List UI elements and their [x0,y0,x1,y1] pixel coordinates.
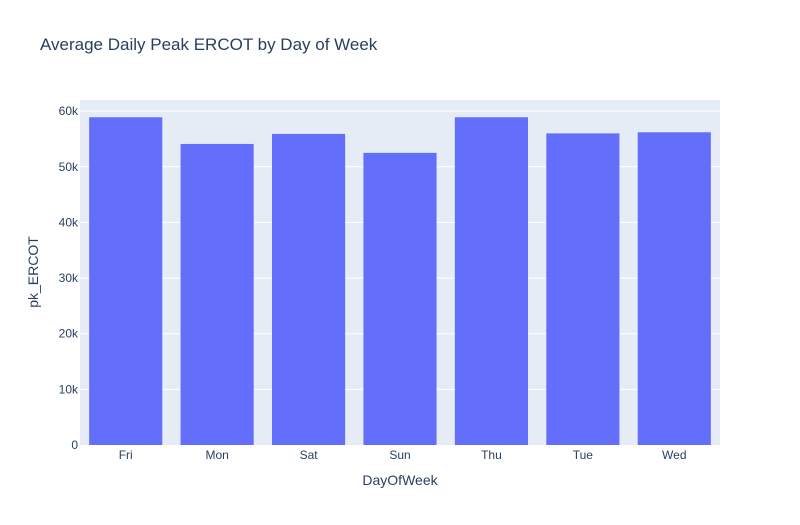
bar-wed[interactable] [637,132,711,445]
y-tick-label: 0 [71,438,78,452]
x-axis-label: DayOfWeek [362,472,438,488]
bar-sat[interactable] [272,133,346,445]
y-tick-label: 60k [59,104,79,118]
y-tick-label: 40k [59,215,79,229]
x-tick-label: Tue [573,448,594,462]
chart-title: Average Daily Peak ERCOT by Day of Week [40,35,378,54]
bar-thu[interactable] [454,117,528,445]
x-tick-label: Sat [300,448,319,462]
x-tick-label: Thu [481,448,502,462]
x-tick-labels: Fri Mon Sat Sun Thu Tue Wed [119,448,687,462]
x-tick-label: Sun [389,448,410,462]
y-axis-label: pk_ERCOT [25,236,41,308]
y-tick-labels: 0 10k 20k 30k 40k 50k 60k [59,104,79,452]
x-tick-label: Fri [119,448,133,462]
bar-sun[interactable] [363,152,437,445]
x-tick-label: Mon [205,448,228,462]
bar-fri[interactable] [89,117,163,445]
bar-tue[interactable] [546,133,620,446]
bars [89,117,711,446]
y-tick-label: 50k [59,160,79,174]
x-tick-label: Wed [662,448,686,462]
y-tick-label: 20k [59,327,79,341]
y-tick-label: 30k [59,271,79,285]
y-tick-label: 10k [59,382,79,396]
bar-mon[interactable] [180,143,254,446]
